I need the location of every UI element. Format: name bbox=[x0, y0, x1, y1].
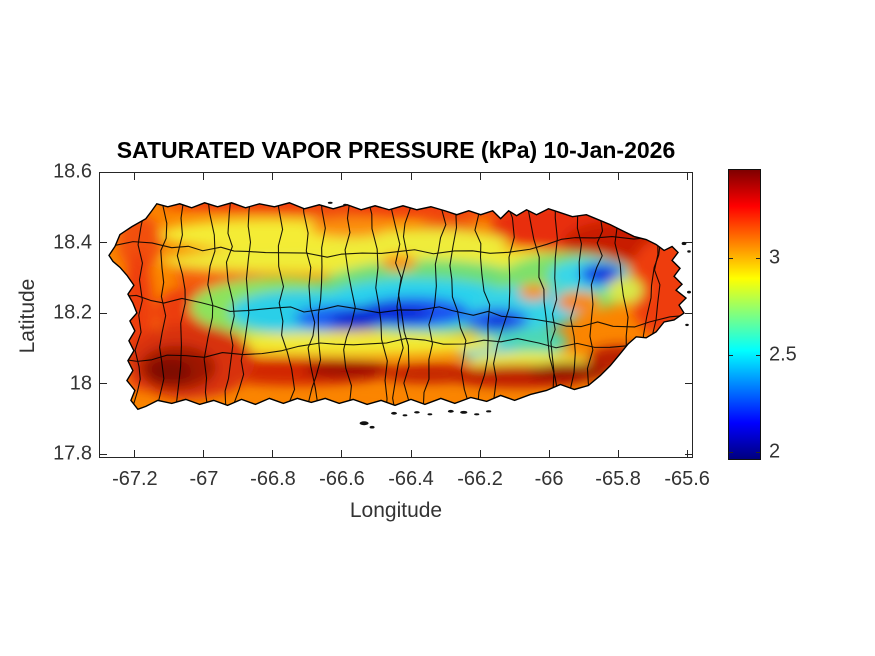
municipality-border-line bbox=[586, 202, 604, 410]
x-tick-label: -67.2 bbox=[112, 468, 158, 490]
x-tick-label: -66.8 bbox=[250, 468, 296, 490]
municipality-boundaries bbox=[115, 202, 687, 410]
colorbar-tick-mark bbox=[756, 451, 760, 453]
x-tick-label: -65.8 bbox=[595, 468, 641, 490]
x-tick-mark bbox=[272, 173, 274, 180]
x-tick-mark bbox=[617, 173, 619, 180]
x-tick-mark bbox=[479, 173, 481, 180]
colorbar-tick-label: 3 bbox=[769, 246, 781, 269]
x-tick-mark bbox=[134, 173, 136, 180]
y-tick-label: 18.2 bbox=[53, 301, 92, 324]
y-tick-mark bbox=[100, 312, 107, 314]
municipality-border-line bbox=[305, 202, 326, 410]
x-tick-mark bbox=[341, 450, 343, 457]
x-tick-mark bbox=[134, 450, 136, 457]
x-tick-mark bbox=[479, 450, 481, 457]
municipality-border-line bbox=[115, 294, 687, 328]
municipality-border-line bbox=[422, 202, 447, 410]
x-tick-mark bbox=[548, 173, 550, 180]
municipality-border-line bbox=[133, 202, 146, 410]
y-tick-mark bbox=[100, 242, 107, 244]
x-tick-label: -66.2 bbox=[457, 468, 503, 490]
colorbar-tick-label: 2 bbox=[769, 440, 781, 463]
y-tick-mark bbox=[100, 453, 107, 455]
municipality-border-line bbox=[115, 232, 687, 258]
municipality-border-line bbox=[390, 202, 410, 410]
y-tick-mark bbox=[100, 171, 107, 173]
colorbar-tick-mark bbox=[729, 354, 733, 356]
colorbar-tick-mark bbox=[729, 451, 733, 453]
y-tick-mark bbox=[685, 383, 692, 385]
x-tick-mark bbox=[686, 450, 688, 457]
municipality-border-line bbox=[473, 202, 491, 410]
x-tick-mark bbox=[617, 450, 619, 457]
y-tick-label: 17.8 bbox=[53, 442, 92, 465]
x-tick-label: -66 bbox=[534, 468, 564, 490]
y-tick-mark bbox=[100, 383, 107, 385]
municipality-border-line bbox=[548, 202, 559, 410]
chart-title: SATURATED VAPOR PRESSURE (kPa) 10-Jan-20… bbox=[116, 137, 676, 163]
colorbar-tick-mark bbox=[756, 354, 760, 356]
municipality-border-line bbox=[221, 202, 235, 410]
municipality-border-line bbox=[173, 202, 188, 410]
municipality-border-line bbox=[203, 202, 216, 410]
municipality-border-line bbox=[365, 202, 388, 410]
x-axis-title: Longitude bbox=[349, 499, 443, 522]
x-tick-mark bbox=[341, 173, 343, 180]
x-tick-mark bbox=[548, 450, 550, 457]
municipality-border-line bbox=[392, 202, 416, 410]
y-tick-label: 18.4 bbox=[53, 231, 92, 254]
x-tick-mark bbox=[272, 450, 274, 457]
colorbar bbox=[728, 169, 761, 460]
puerto-rico-contour-map bbox=[108, 201, 692, 429]
colorbar-tick-mark bbox=[729, 257, 733, 259]
y-tick-mark bbox=[685, 242, 692, 244]
municipality-border-line bbox=[229, 202, 253, 410]
x-tick-mark bbox=[203, 173, 205, 180]
y-tick-mark bbox=[685, 171, 692, 173]
municipality-border-line bbox=[115, 337, 687, 362]
municipality-border-line bbox=[343, 202, 356, 410]
x-tick-mark bbox=[203, 450, 205, 457]
municipality-border-line bbox=[275, 202, 296, 410]
municipality-border-line bbox=[449, 202, 470, 410]
x-tick-label: -66.6 bbox=[319, 468, 365, 490]
x-tick-mark bbox=[410, 173, 412, 180]
municipality-border-line bbox=[301, 202, 319, 410]
y-tick-mark bbox=[685, 453, 692, 455]
x-tick-label: -67 bbox=[189, 468, 219, 490]
x-tick-mark bbox=[410, 450, 412, 457]
x-tick-mark bbox=[686, 173, 688, 180]
plot-area bbox=[99, 172, 693, 458]
y-tick-mark bbox=[685, 312, 692, 314]
x-tick-label: -66.4 bbox=[388, 468, 434, 490]
x-tick-label: -65.6 bbox=[664, 468, 710, 490]
colorbar-tick-mark bbox=[756, 257, 760, 259]
offshore-islets bbox=[327, 201, 692, 429]
municipality-border-line bbox=[157, 202, 168, 410]
y-tick-label: 18 bbox=[69, 372, 92, 395]
contour-field bbox=[108, 202, 687, 410]
y-tick-label: 18.6 bbox=[53, 160, 92, 183]
municipality-border-line bbox=[492, 202, 515, 410]
colorbar-tick-label: 2.5 bbox=[769, 343, 797, 366]
